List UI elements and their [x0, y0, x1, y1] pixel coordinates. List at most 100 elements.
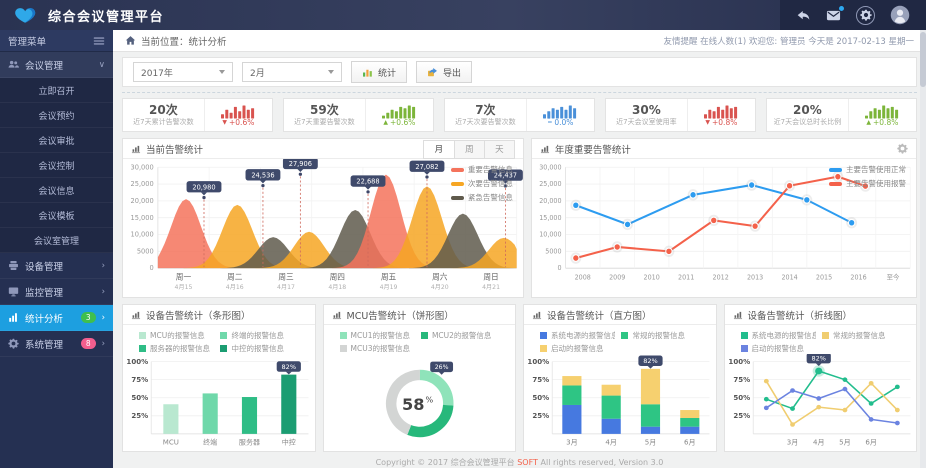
tab-天[interactable]: 天: [483, 140, 514, 158]
svg-text:10,000: 10,000: [539, 230, 561, 238]
user-avatar-icon[interactable]: [890, 5, 910, 25]
svg-text:50%: 50%: [131, 394, 148, 402]
legend-item: 紧急告警信息: [450, 192, 513, 203]
stat-button[interactable]: 统计: [351, 61, 408, 83]
kpi-card-4: 20% 近7天会议总时长比例 ▲ +0.8%: [766, 98, 917, 132]
svg-text:20,000: 20,000: [539, 197, 561, 205]
svg-text:2013: 2013: [747, 273, 763, 281]
svg-text:2012: 2012: [712, 273, 728, 281]
svg-text:4月21: 4月21: [482, 284, 500, 291]
svg-text:20,000: 20,000: [131, 197, 154, 205]
svg-text:0: 0: [557, 264, 561, 272]
legend-item: 启动的报警信息: [740, 343, 816, 354]
chevron-right-icon: ›: [101, 312, 105, 323]
legend-swatch: [621, 332, 629, 339]
legend-swatch: [821, 332, 829, 339]
sidebar-group-statistics[interactable]: 统计分析 3 ›: [0, 305, 113, 331]
legend-item: MCU1的报警信息: [339, 330, 415, 341]
sparkline-chart: [221, 105, 255, 119]
svg-text:服务器: 服务器: [239, 438, 260, 447]
sidebar-header: 管理菜单: [0, 30, 113, 52]
dashed-divider: [122, 92, 917, 93]
legend-item: 启动的报警信息: [540, 343, 615, 354]
year-select[interactable]: 2017年: [133, 62, 233, 82]
legend-item: 主要告警使用正常: [829, 164, 906, 175]
export-button[interactable]: 导出: [416, 61, 473, 83]
sidebar-subitem[interactable]: 立即召开: [0, 78, 113, 103]
kpi-delta: ▼ +0.8%: [705, 118, 738, 128]
trend-up-icon: ▲: [383, 119, 388, 126]
menu-badge: 8: [80, 338, 96, 349]
card-header: 年度重要告警统计: [531, 139, 916, 159]
svg-text:25,000: 25,000: [131, 180, 154, 188]
sidebar-subitem[interactable]: 会议信息: [0, 178, 113, 203]
legend-item: MCU的报警信息: [139, 330, 214, 341]
reply-icon[interactable]: [796, 8, 811, 23]
svg-text:4月: 4月: [605, 439, 617, 447]
chart-title: 设备告警统计（直方图）: [547, 310, 652, 322]
svg-text:27,906: 27,906: [289, 160, 312, 168]
svg-text:3月: 3月: [566, 439, 578, 447]
sidebar-group-system[interactable]: 系统管理 8 ›: [0, 331, 113, 357]
page-scrollbar[interactable]: [920, 30, 926, 468]
month-select[interactable]: 2月: [242, 62, 342, 82]
svg-text:5000: 5000: [545, 247, 561, 255]
app-title: 综合会议管理平台: [48, 9, 165, 25]
hamburger-icon[interactable]: [93, 35, 105, 47]
svg-text:15,000: 15,000: [539, 214, 561, 222]
main-charts-row: 当前告警统计 月周天 重要告警信息 次要告警信息 紧急告警信息 30,000 25,0…: [122, 138, 917, 298]
gear-icon[interactable]: [856, 5, 875, 25]
sidebar-menu: 会议管理 ∨ 立即召开 会议预约 会议审批 会议控制 会议信息 会议模板 会议室管理 设备管理 › 监…: [0, 52, 113, 468]
device-alarm-histogram-svg: 100% 75% 50% 25% 3月 4月 5月 82% 6月: [527, 355, 710, 447]
svg-text:20,980: 20,980: [192, 183, 215, 191]
svg-text:2010: 2010: [643, 273, 659, 281]
mail-icon[interactable]: [826, 4, 845, 23]
svg-text:25%: 25%: [131, 412, 148, 420]
svg-text:75%: 75%: [532, 376, 549, 384]
kpi-value: 59次: [310, 102, 339, 117]
sidebar-group-monitoring[interactable]: 监控管理 ›: [0, 279, 113, 305]
period-tabs: 月周天: [422, 139, 515, 159]
svg-text:22,688: 22,688: [356, 178, 379, 186]
legend-swatch: [740, 345, 748, 352]
svg-text:30,000: 30,000: [131, 163, 154, 171]
chart-settings-gear-icon[interactable]: [897, 143, 908, 154]
mcu-donut-svg: 58 % 26%: [385, 361, 454, 438]
svg-text:50%: 50%: [733, 394, 750, 402]
device-alarm-histogram-card: 设备告警统计（直方图） 系统电源的报警信息 常规的报警信息 启动的报警信息 100%…: [523, 304, 717, 452]
svg-text:终端: 终端: [203, 438, 217, 447]
legend-swatch: [139, 332, 146, 339]
annual-alarm-svg: 30,000 25,000 20,000 15,000 10,000 5000 0 2008 2…: [539, 163, 911, 282]
svg-text:30,000: 30,000: [539, 163, 561, 171]
svg-text:中控: 中控: [282, 438, 296, 447]
chart-title: 当前告警统计: [146, 144, 204, 156]
svg-text:100%: 100%: [126, 358, 148, 366]
tab-周[interactable]: 周: [453, 140, 484, 158]
tab-月[interactable]: 月: [423, 140, 454, 158]
mcu-donut-card: MCU告警统计（饼形图） MCU1的报警信息 MCU2的报警信息 MCU3的报警信息…: [322, 304, 516, 452]
chart-title: 设备告警统计（条形图）: [146, 310, 251, 322]
kpi-label: 近7天重要告警次数: [294, 118, 355, 127]
svg-text:5000: 5000: [137, 247, 154, 255]
sidebar-subitem[interactable]: 会议模板: [0, 203, 113, 228]
legend-swatch: [450, 195, 464, 200]
sidebar-subitem[interactable]: 会议室管理: [0, 228, 113, 253]
scrollbar-thumb[interactable]: [920, 32, 926, 87]
sidebar-group-devices[interactable]: 设备管理 ›: [0, 253, 113, 279]
sidebar-subitem[interactable]: 会议控制: [0, 153, 113, 178]
svg-text:25%: 25%: [532, 412, 549, 420]
chevron-down-icon: [328, 70, 334, 74]
legend-item: 重要告警信息: [450, 164, 513, 175]
legend-item: 系统电源的报警信息: [540, 330, 615, 341]
legend-item: MCU3的报警信息: [339, 343, 415, 354]
kpi-row: 20次 近7天累计告警次数 ▼ +0.6% 59次 近7天重要告警次数 ▲ +0.6% 7次 近7…: [122, 98, 917, 132]
export-icon: [427, 67, 438, 78]
legend-swatch: [420, 332, 428, 339]
breadcrumb: 当前位置：统计分析: [141, 36, 227, 48]
mail-badge: [838, 4, 845, 12]
kpi-label: 近7天会议室使用率: [616, 118, 677, 127]
sidebar-subitem[interactable]: 会议预约: [0, 103, 113, 128]
chart-icon: [532, 311, 542, 319]
sidebar-group-meetings[interactable]: 会议管理 ∨: [0, 52, 113, 78]
sidebar-subitem[interactable]: 会议审批: [0, 128, 113, 153]
